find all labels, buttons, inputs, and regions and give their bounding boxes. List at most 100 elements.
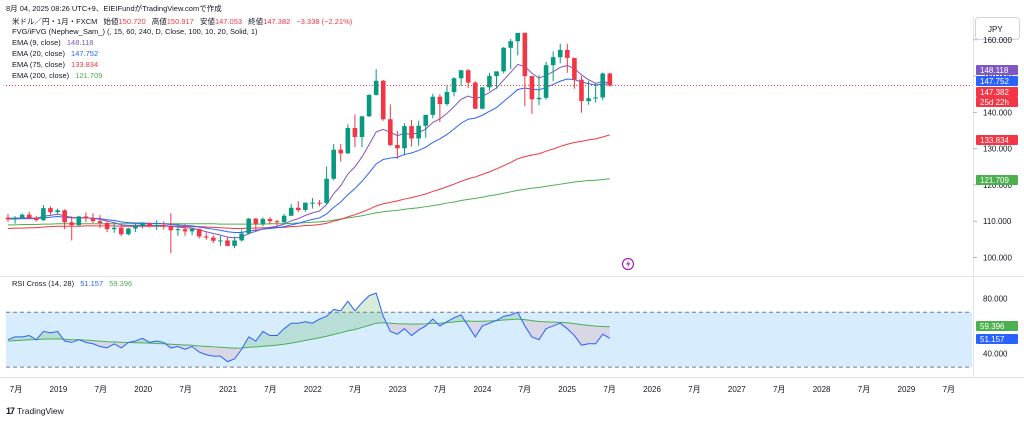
candle-body [232,240,237,246]
candle-body [260,219,266,224]
flash-glyph-icon [626,260,631,268]
rsi-cross-fill [333,309,341,335]
candle-body [281,215,287,223]
candle-body [458,70,464,79]
candle-body [310,202,315,204]
candle-body [303,202,308,210]
rsi-badge [976,334,1018,344]
ema200-legend[interactable]: EMA (200, close) 121.709 [12,71,102,80]
ema20-legend[interactable]: EMA (20, close) 147.752 [12,49,98,58]
high-label: 高値 [151,17,167,26]
candle-body [472,82,478,109]
ema75-legend[interactable]: EMA (75, close) 133.834 [12,60,98,69]
rsi-tick-label: 40.000 [983,349,1008,358]
candle-body [437,96,443,104]
candle-body [253,218,259,224]
rsi-cross-fill [574,323,582,346]
open-value: 150.720 [118,17,146,26]
candle-body [529,76,535,100]
ema200-label: EMA (200, close) [12,71,70,80]
candle-body [465,70,471,83]
rsi-cross-fill [595,326,603,344]
rsi-cross-fill [326,309,334,337]
rsi-cross-fill [461,314,469,326]
candle-body [409,126,414,139]
candle-body [5,217,11,220]
ema9-legend[interactable]: EMA (9, close) 148.118 [12,38,93,47]
candle-body [189,228,195,232]
rsi-cross-fill [510,312,518,320]
rsi-cross-fill [170,344,178,348]
candle-body [557,49,563,58]
rsi-fast-line [7,292,611,363]
rsi-cross-fill [305,321,313,341]
candle-body [140,223,145,226]
price-badge [976,175,1018,185]
candle-body [12,217,18,220]
price-tick-label: 100.000 [983,253,1012,262]
low-label: 安値 [199,17,215,26]
candle-body [494,71,499,77]
price-badge-label: 147.382 [980,88,1009,97]
candle-body [239,233,244,241]
rsi-cross-fill [482,320,490,326]
change-value: −3.338 (−2.21%) [296,17,353,26]
time-axis-label: 2026 [643,385,661,394]
candle-body [225,240,230,246]
candle-body [126,228,131,235]
candle-body [579,79,584,102]
candle-body [295,207,301,210]
candle-body [565,49,570,58]
rsi-cross-fill [15,336,23,341]
price-badge-label: 121.709 [980,176,1009,185]
candle-body [19,214,25,218]
rsi-cross-fill [262,331,270,347]
tradingview-logo-icon: 17 [6,406,15,416]
time-axis-label: 2024 [474,385,492,394]
price-badge-label: 25d 22h [980,98,1009,107]
candle-body [26,214,32,218]
candle-body [430,96,436,115]
time-axis-label: 7月 [603,385,615,394]
candle-body [380,80,386,120]
time-axis-label: 7月 [349,385,361,394]
rsi-tick-label: 80.000 [983,294,1008,303]
rsi-label: RSI Cross (14, 28) [12,279,75,288]
ema200-line [8,178,610,226]
candle-body [154,225,159,227]
candle-body [352,127,358,138]
candle-body [211,237,216,241]
candle-body [267,219,273,222]
rsi-cross-fill [581,324,589,346]
fvg-legend[interactable]: FVG/iFVG (Nephew_Sam_) (, 15, 60, 240, D… [12,27,258,36]
candle-body [90,218,96,222]
candle-body [501,47,506,72]
rsi-cross-fill [397,323,405,335]
rsi-badge [976,321,1018,331]
candle-body [388,119,393,145]
rsi-slow-line [7,318,610,349]
rsi-legend[interactable]: RSI Cross (14, 28) 51.157 59.396 [12,279,132,288]
candle-body [34,217,39,221]
ema20-label: EMA (20, close) [12,49,65,58]
candle-body [345,127,351,154]
price-badge [976,135,1018,145]
rsi-cross-fill [248,336,256,348]
rsi-cross-fill [85,340,93,344]
candle-body [331,149,336,179]
time-axis-label: 2028 [813,385,831,394]
ema9-label: EMA (9, close) [12,38,61,47]
rsi-cross-fill [92,340,101,347]
candle-body [203,236,209,238]
price-badge [976,65,1018,75]
rsi-cross-fill [298,321,306,342]
candle-body [366,94,372,117]
time-axis-label: 7月 [264,385,276,394]
time-axis-label: 2027 [728,385,746,394]
symbol-legend[interactable]: 米ドル／円・1月・FXCM 始値150.720 高値150.917 安値147.… [12,16,352,27]
rsi-cross-fill [220,347,228,362]
rsi-slow-value: 59.396 [109,279,133,288]
close-label: 終値 [248,17,264,26]
